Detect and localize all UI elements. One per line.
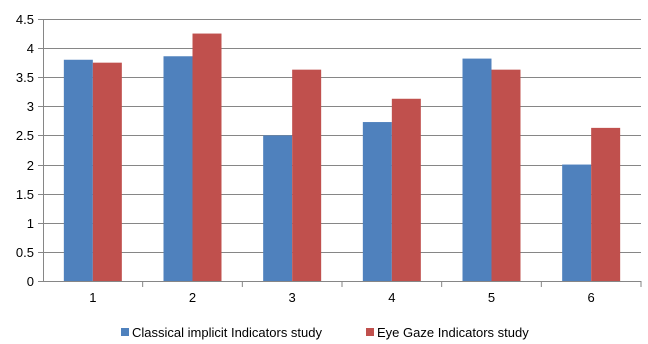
legend-label-eye-gaze: Eye Gaze Indicators study — [377, 325, 529, 340]
x-tick-label: 4 — [388, 290, 395, 305]
y-tick-label: 4.5 — [16, 12, 34, 27]
y-tick-label: 1 — [27, 216, 34, 231]
y-tick-label: 2.5 — [16, 128, 34, 143]
legend-label-classical: Classical implicit Indicators study — [132, 325, 323, 340]
bar-series2-cat6 — [591, 127, 621, 282]
legend: Classical implicit Indicators study Eye … — [121, 325, 529, 340]
x-tick-label: 1 — [89, 290, 96, 305]
y-tick-label: 3 — [27, 99, 34, 114]
y-tick-label: 4 — [27, 41, 34, 56]
y-tick-label: 0.5 — [16, 245, 34, 260]
y-tick-label: 2 — [27, 158, 34, 173]
y-tick-labels: 0 0.5 1 1.5 2 2.5 3 3.5 4 4.5 — [16, 12, 34, 289]
x-tick-label: 3 — [289, 290, 296, 305]
bar-series1-cat5 — [462, 58, 492, 281]
x-tick-labels: 1 2 3 4 5 6 — [89, 290, 595, 305]
grid-lines — [43, 19, 641, 253]
bar-series1-cat6 — [562, 164, 592, 281]
x-tick-label: 2 — [189, 290, 196, 305]
y-tick-label: 3.5 — [16, 70, 34, 85]
bar-series1-cat1 — [63, 59, 93, 281]
legend-swatch-classical — [121, 328, 129, 336]
y-tick-label: 1.5 — [16, 187, 34, 202]
bar-series1-cat4 — [362, 122, 392, 281]
legend-swatch-eye-gaze — [366, 328, 374, 336]
x-tick-label: 5 — [488, 290, 495, 305]
bar-series2-cat1 — [92, 62, 122, 281]
bar-series1-cat2 — [163, 56, 193, 281]
bar-series1-cat3 — [263, 135, 293, 281]
x-tick-label: 6 — [588, 290, 595, 305]
bar-series2-cat3 — [292, 69, 322, 281]
bar-series2-cat2 — [192, 33, 222, 281]
axes — [38, 19, 642, 287]
bar-series2-cat4 — [391, 98, 421, 282]
bar-series2-cat5 — [491, 69, 521, 281]
y-tick-label: 0 — [27, 274, 34, 289]
bars — [63, 33, 621, 282]
